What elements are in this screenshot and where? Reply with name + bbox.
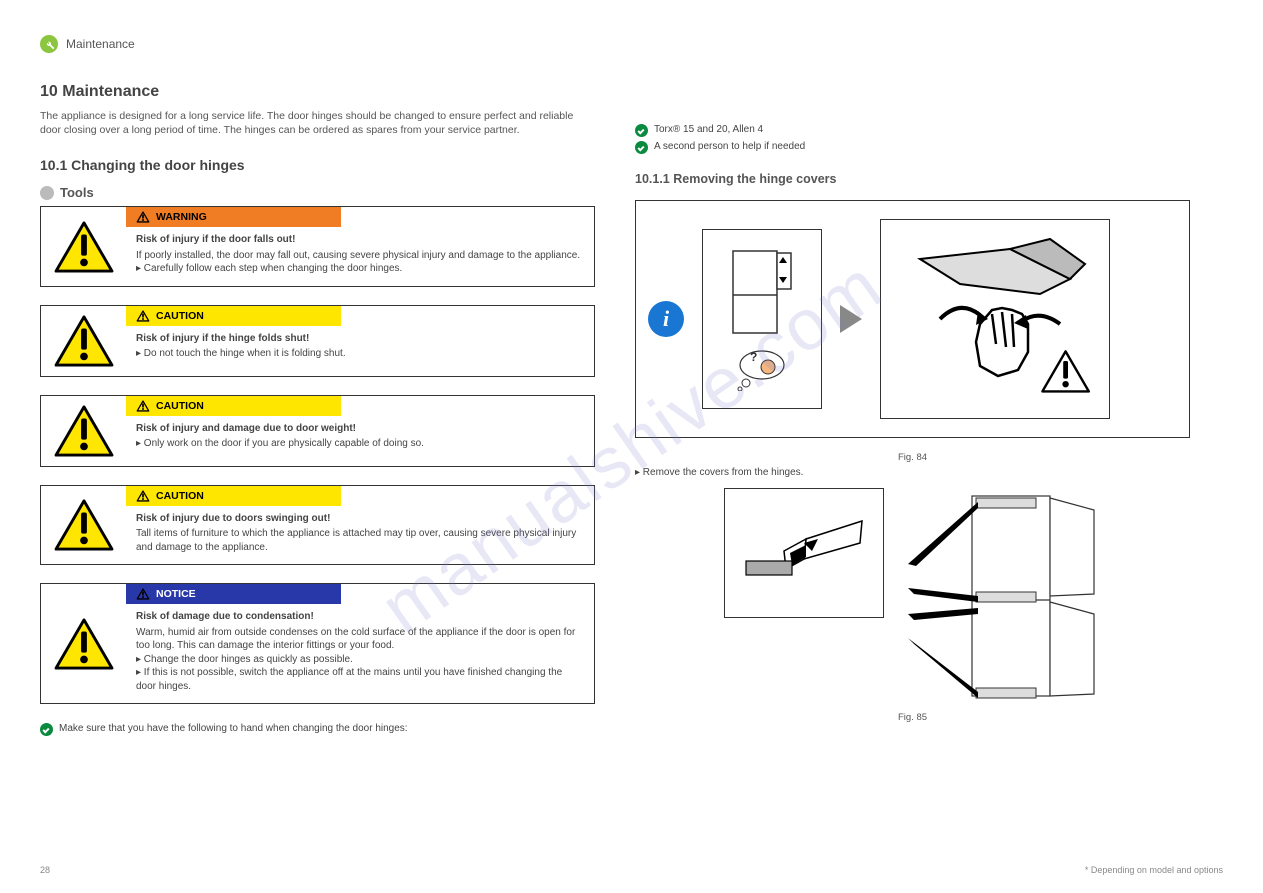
warning-label: NOTICE xyxy=(126,584,341,604)
header-title: Maintenance xyxy=(66,37,135,51)
warning-body: NOTICE Risk of damage due to condensatio… xyxy=(126,584,594,703)
warning-lead: Risk of injury due to doors swinging out… xyxy=(136,512,584,526)
section-heading-maintenance: 10 Maintenance xyxy=(40,83,595,101)
warning-text: Risk of damage due to condensation! Warm… xyxy=(126,604,594,703)
left-column: 10 Maintenance The appliance is designed… xyxy=(40,63,595,739)
thought-icon: ? xyxy=(734,345,790,391)
check-row-1: Torx® 15 and 20, Allen 4 xyxy=(635,123,1190,137)
warning-label: CAUTION xyxy=(126,486,341,506)
warning-triangle-icon xyxy=(41,396,126,466)
note-row: Make sure that you have the following to… xyxy=(40,722,595,736)
fig85-caption: Fig. 85 xyxy=(635,712,1190,723)
warning-text: Risk of injury if the hinge folds shut! … xyxy=(126,326,594,371)
fig84-caption: Fig. 84 xyxy=(635,452,1190,463)
fig84-instruction: ▸ Remove the covers from the hinges. xyxy=(635,467,1190,478)
mini-triangle-icon xyxy=(136,588,150,600)
warning-level: NOTICE xyxy=(156,588,196,600)
intro-text: The appliance is designed for a long ser… xyxy=(40,109,595,137)
right-column: Torx® 15 and 20, Allen 4 A second person… xyxy=(635,63,1190,739)
warning-lead: Risk of injury and damage due to door we… xyxy=(136,422,584,436)
cover-remove-icon xyxy=(734,503,874,603)
check-icon xyxy=(635,124,648,137)
arrow-icon xyxy=(840,305,862,333)
warning-lead: Risk of injury if the hinge folds shut! xyxy=(136,332,584,346)
warning-triangle-icon xyxy=(41,306,126,376)
warning-body: CAUTION Risk of injury if the hinge fold… xyxy=(126,306,594,376)
warning-box-1: CAUTION Risk of injury if the hinge fold… xyxy=(40,305,595,377)
warning-triangle-icon xyxy=(41,486,126,565)
warning-label: WARNING xyxy=(126,207,341,227)
figure-85-detail xyxy=(724,488,884,618)
tools-subheading: Tools xyxy=(40,185,595,200)
footer-note: * Depending on model and options xyxy=(1085,865,1223,875)
note-text: Make sure that you have the following to… xyxy=(59,722,408,736)
subsection-heading: 10.1.1 Removing the hinge covers xyxy=(635,172,1190,186)
figure-84-panel-right xyxy=(880,219,1110,419)
section-heading-hinges: 10.1 Changing the door hinges xyxy=(40,157,595,173)
mini-triangle-icon xyxy=(136,310,150,322)
tool-icon xyxy=(40,186,54,200)
warning-box-0: WARNING Risk of injury if the door falls… xyxy=(40,206,595,287)
warning-lead: Risk of damage due to condensation! xyxy=(136,610,584,624)
warning-box-3: CAUTION Risk of injury due to doors swin… xyxy=(40,485,595,566)
warning-level: CAUTION xyxy=(156,310,204,322)
mini-triangle-icon xyxy=(136,490,150,502)
warning-label: CAUTION xyxy=(126,396,341,416)
warning-body: CAUTION Risk of injury due to doors swin… xyxy=(126,486,594,565)
svg-text:?: ? xyxy=(750,350,757,364)
warning-box-4: NOTICE Risk of damage due to condensatio… xyxy=(40,583,595,704)
warning-text: Risk of injury due to doors swinging out… xyxy=(126,506,594,565)
info-icon: i xyxy=(648,301,684,337)
check-icon xyxy=(635,141,648,154)
fridge-icon xyxy=(727,247,797,337)
page-footer: 28 * Depending on model and options xyxy=(40,865,1223,875)
check-text-2: A second person to help if needed xyxy=(654,140,805,154)
warning-body: CAUTION Risk of injury and damage due to… xyxy=(126,396,594,466)
warning-label: CAUTION xyxy=(126,306,341,326)
figure-85-overview xyxy=(902,488,1102,708)
warning-lead: Risk of injury if the door falls out! xyxy=(136,233,584,247)
figure-84-panel-left: ? xyxy=(702,229,822,409)
figure-85 xyxy=(635,488,1190,708)
warning-triangle-icon xyxy=(41,207,126,286)
mini-triangle-icon xyxy=(136,211,150,223)
cabinet-icon xyxy=(902,488,1102,708)
warning-level: WARNING xyxy=(156,211,207,223)
check-icon xyxy=(40,723,53,736)
tools-label: Tools xyxy=(60,185,94,200)
warning-body: WARNING Risk of injury if the door falls… xyxy=(126,207,594,286)
check-text-1: Torx® 15 and 20, Allen 4 xyxy=(654,123,763,137)
page-number: 28 xyxy=(40,865,50,875)
warning-text: Risk of injury and damage due to door we… xyxy=(126,416,594,461)
figure-84-box: i ? xyxy=(635,200,1190,438)
check-row-2: A second person to help if needed xyxy=(635,140,1190,154)
page-header: Maintenance xyxy=(40,35,1223,53)
warning-triangle-icon xyxy=(41,584,126,703)
hinge-hand-icon xyxy=(890,229,1100,409)
wrench-icon xyxy=(40,35,58,53)
mini-triangle-icon xyxy=(136,400,150,412)
warning-box-2: CAUTION Risk of injury and damage due to… xyxy=(40,395,595,467)
warning-level: CAUTION xyxy=(156,490,204,502)
warning-text: Risk of injury if the door falls out! If… xyxy=(126,227,594,286)
warning-level: CAUTION xyxy=(156,400,204,412)
